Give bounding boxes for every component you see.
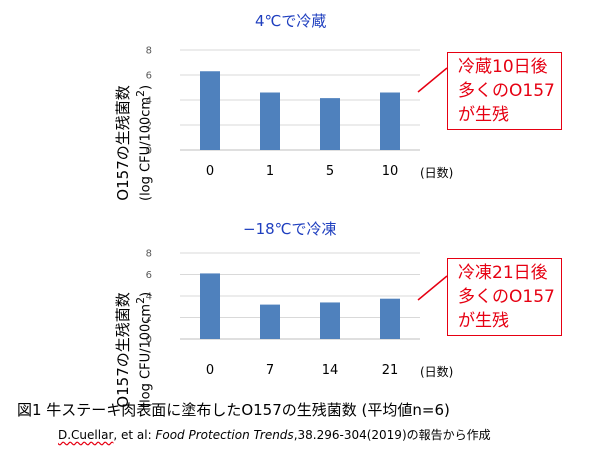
callout-line-2: 多くのO157 <box>458 287 555 307</box>
x-tick-label: 7 <box>266 363 274 378</box>
callout-line-1: 冷凍21日後 <box>458 263 548 283</box>
y-tick-label: 0 <box>146 146 152 157</box>
y-tick-label: 4 <box>146 292 152 303</box>
chart-top-callout: 冷蔵10日後 多くのO157 が生残 <box>447 52 562 130</box>
callout-bottom-pointer <box>417 275 448 301</box>
bar <box>320 302 340 339</box>
chart-bottom-title: −18℃で冷凍 <box>243 220 337 238</box>
x-tick-label: 0 <box>206 164 214 179</box>
bar <box>260 304 280 339</box>
callout-line-3: が生残 <box>458 311 509 331</box>
y-tick-label: 2 <box>146 121 152 132</box>
chart-bottom-callout: 冷凍21日後 多くのO157 が生残 <box>447 258 562 336</box>
y-tick-label: 8 <box>146 249 152 260</box>
bar <box>380 92 400 150</box>
y-tick-label: 0 <box>146 335 152 346</box>
y-tick-label: 6 <box>146 71 152 82</box>
x-tick-label: 21 <box>382 363 399 378</box>
bar <box>200 71 220 150</box>
callout-line-3: が生残 <box>458 105 509 125</box>
bar <box>260 92 280 150</box>
source-journal: Food Protection Trends <box>155 428 294 442</box>
y-tick-label: 8 <box>146 46 152 57</box>
bar <box>320 98 340 150</box>
chart-top-plot: 0 2 4 6 8 0 1 5 10 <box>146 46 420 179</box>
y-tick-label: 6 <box>146 270 152 281</box>
bar <box>200 273 220 339</box>
callout-line-1: 冷蔵10日後 <box>458 57 548 77</box>
chart-bottom-plot: 0 2 4 6 8 0 7 14 21 <box>146 249 420 378</box>
x-tick-label: 0 <box>206 363 214 378</box>
chart-bottom-xunit: (日数) <box>420 365 454 379</box>
bar <box>380 298 400 339</box>
callout-top-pointer <box>417 67 448 93</box>
callout-line-2: 多くのO157 <box>458 81 555 101</box>
x-tick-label: 14 <box>322 363 339 378</box>
x-tick-label: 1 <box>266 164 274 179</box>
y-tick-label: 4 <box>146 96 152 107</box>
y-tick-label: 2 <box>146 313 152 324</box>
chart-top-xunit: (日数) <box>420 166 454 180</box>
x-tick-label: 5 <box>326 164 334 179</box>
figure-source: D.Cuellar, et al: Food Protection Trends… <box>58 428 491 442</box>
chart-top-title: 4℃で冷蔵 <box>255 12 327 30</box>
figure-caption: 図1 牛ステーキ肉表面に塗布したO157の生残菌数 (平均値n=6) <box>17 401 450 419</box>
source-author: D.Cuellar <box>58 428 114 442</box>
x-tick-label: 10 <box>382 164 399 179</box>
